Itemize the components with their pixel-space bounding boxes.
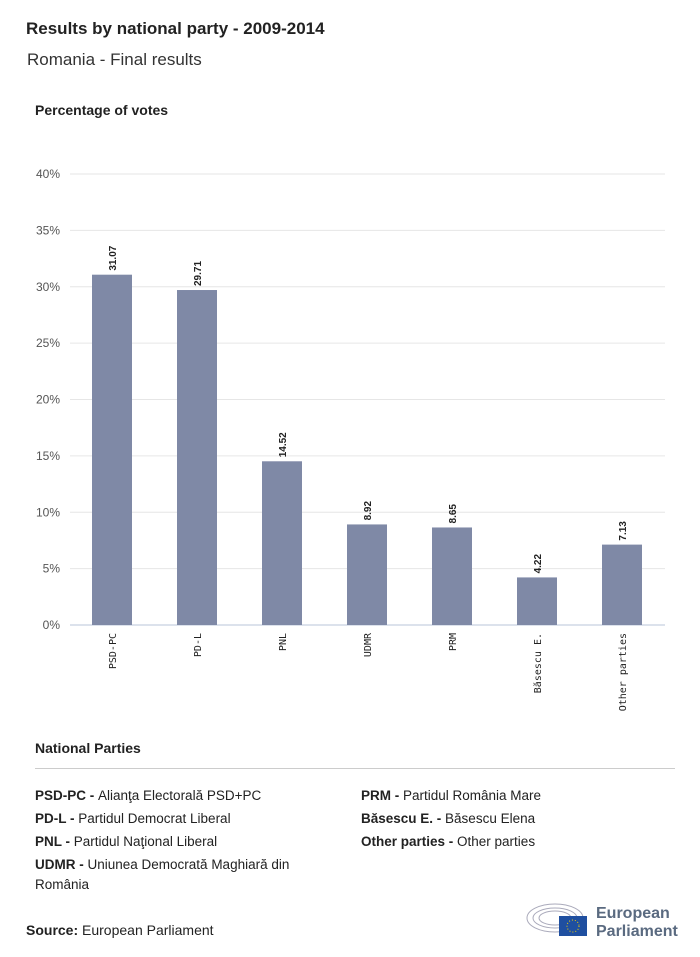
chart-title: Results by national party - 2009-2014 <box>26 19 325 38</box>
source-label: Source: <box>26 922 79 938</box>
chart-subtitle: Romania - Final results <box>27 50 202 69</box>
data-label: 7.13 <box>618 521 629 541</box>
y-axis-label: Percentage of votes <box>35 102 169 118</box>
bar-chart: 0% 5% 10% 15% 20% 25% 30% 35% 40% 31.07 PSD-PC 29.7… <box>36 167 665 711</box>
legend-item: PRM - Partidul România Mare <box>361 786 651 806</box>
logo-line2: Parliament <box>596 923 678 940</box>
data-label: 8.92 <box>363 501 374 521</box>
logo-line1: European <box>596 905 670 922</box>
logo-text: European Parliament <box>596 905 678 941</box>
data-label: 14.52 <box>278 432 289 457</box>
bar <box>262 461 302 625</box>
x-tick-label: PSD-PC <box>108 633 119 669</box>
x-tick-label: UDMR <box>363 632 374 657</box>
legend-name: Alianţa Electorală PSD+PC <box>98 788 262 803</box>
legend-abbr: PNL - <box>35 834 74 849</box>
x-tick-label: Other parties <box>618 633 629 711</box>
legend-name: Uniunea Democrată Maghiară din România <box>35 857 290 892</box>
legend-abbr: UDMR - <box>35 857 88 872</box>
legend-abbr: Other parties - <box>361 834 458 849</box>
bar <box>517 577 557 625</box>
x-tick-label: PRM <box>448 633 459 651</box>
legend-title: National Parties <box>35 740 141 756</box>
legend-abbr: PSD-PC - <box>35 788 99 803</box>
legend-name: Partidul Naţional Liberal <box>73 834 218 849</box>
legend-name: Băsescu Elena <box>445 811 536 826</box>
legend-name: Other parties <box>457 834 536 849</box>
bar <box>177 290 217 625</box>
y-tick-label: 5% <box>43 562 61 576</box>
legend-item: Băsescu E. - Băsescu Elena <box>361 809 651 829</box>
x-tick-label: PD-L <box>193 633 204 657</box>
x-tick-label: Băsescu E. <box>532 633 544 693</box>
y-tick-label: 40% <box>36 167 60 181</box>
data-label: 29.71 <box>193 261 204 286</box>
y-tick-label: 20% <box>36 393 60 407</box>
legend-item: PD-L - Partidul Democrat Liberal <box>35 809 325 829</box>
data-label: 31.07 <box>108 245 119 270</box>
legend-name: Partidul Democrat Liberal <box>78 811 231 826</box>
legend-abbr: PRM - <box>361 788 403 803</box>
legend-item: UDMR - Uniunea Democrată Maghiară din Ro… <box>35 855 325 895</box>
y-tick-label: 25% <box>36 336 60 350</box>
legend-abbr: PD-L - <box>35 811 79 826</box>
source: Source: European Parliament <box>26 922 214 938</box>
european-parliament-logo <box>526 903 587 936</box>
x-tick-label: PNL <box>278 633 289 651</box>
y-tick-label: 15% <box>36 449 60 463</box>
data-label: 4.22 <box>533 554 544 574</box>
legend-name: Partidul România Mare <box>403 788 542 803</box>
y-tick-label: 35% <box>36 223 60 237</box>
data-label: 8.65 <box>448 504 459 524</box>
y-tick-label: 10% <box>36 505 60 519</box>
bar <box>347 524 387 625</box>
source-text: European Parliament <box>82 922 214 938</box>
legend-item: Other parties - Other parties <box>361 832 651 852</box>
legend-item: PNL - Partidul Naţional Liberal <box>35 832 325 852</box>
bar <box>602 544 642 625</box>
legend-divider <box>35 768 675 769</box>
bar <box>432 527 472 625</box>
y-tick-label: 30% <box>36 280 60 294</box>
legend-abbr: Băsescu E. - <box>361 811 446 826</box>
bar <box>92 274 132 625</box>
y-tick-label: 0% <box>43 618 61 632</box>
legend-item: PSD-PC - Alianţa Electorală PSD+PC <box>35 786 325 806</box>
